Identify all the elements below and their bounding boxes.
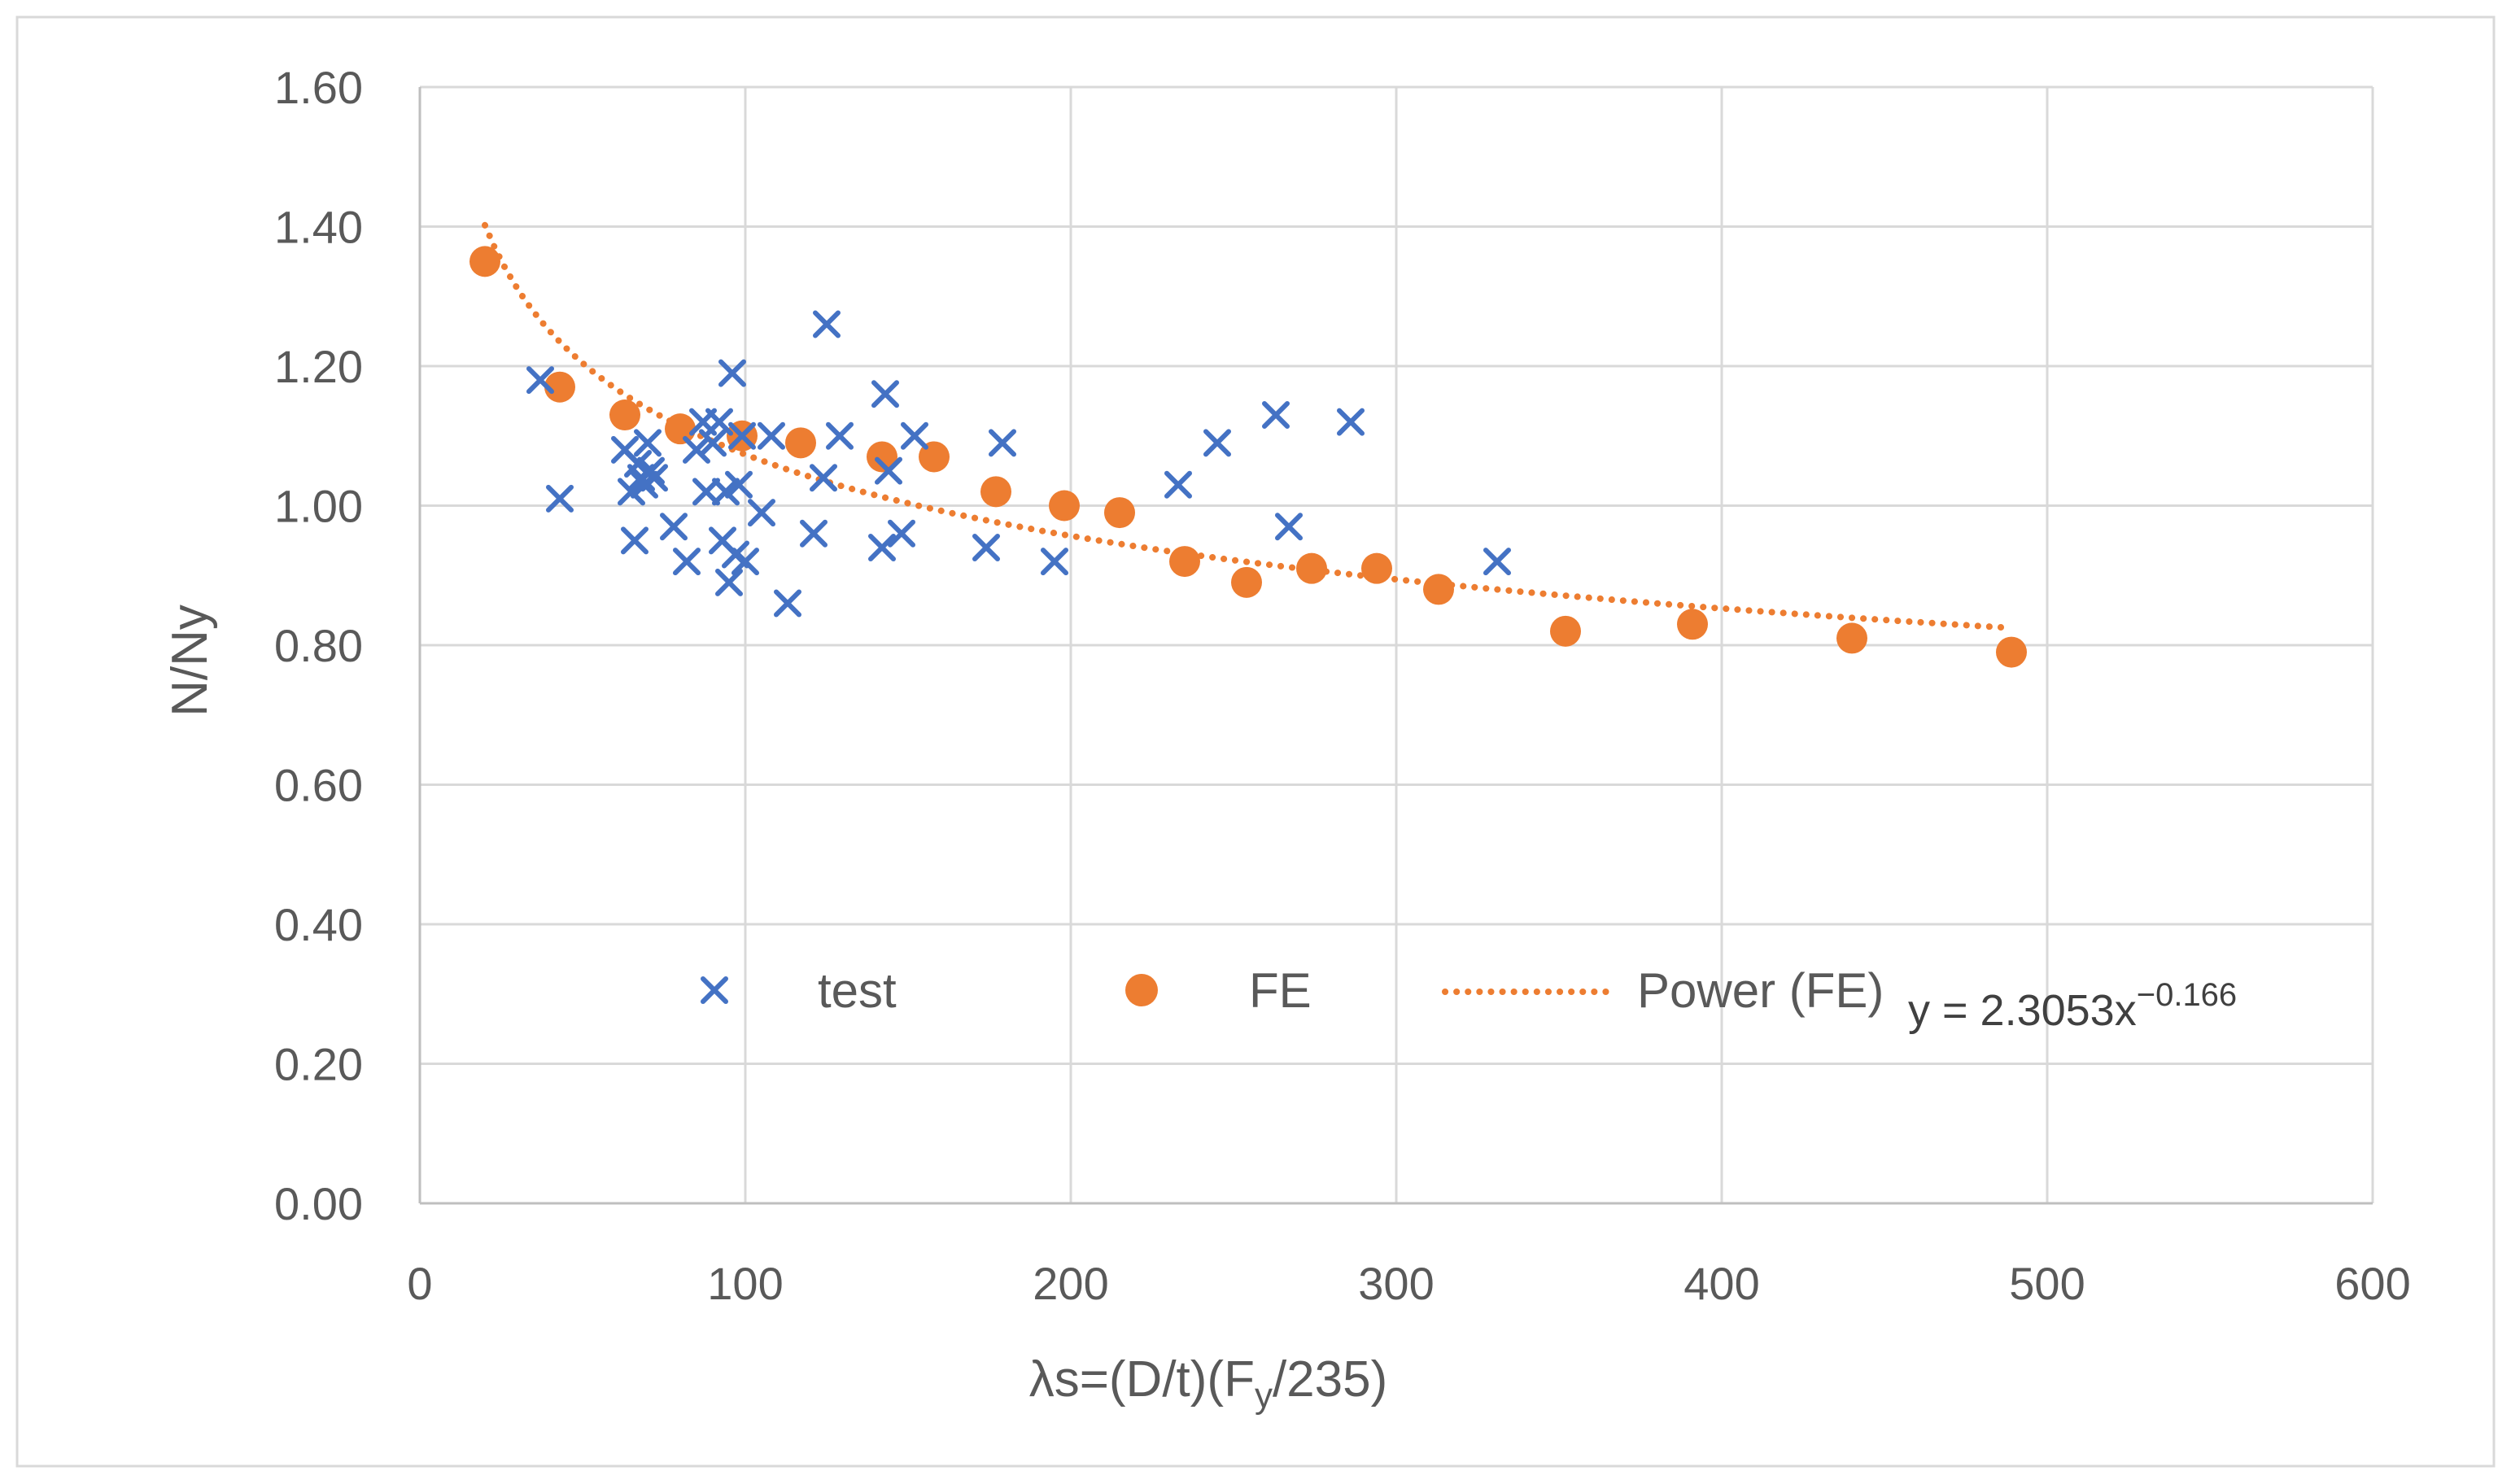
test-point <box>1337 408 1365 436</box>
fe-point <box>1996 636 2027 668</box>
x-tick-label: 500 <box>2009 1258 2085 1309</box>
fe-point <box>1361 552 1392 584</box>
fe-point <box>1550 615 1581 647</box>
test-point <box>712 478 740 506</box>
test-point <box>673 548 701 576</box>
test-point <box>871 380 899 408</box>
test-point <box>546 484 574 513</box>
y-tick-label: 0.00 <box>274 1178 363 1229</box>
gridlines <box>420 85 2374 1203</box>
fe-point <box>544 371 575 403</box>
test-point <box>1262 401 1290 430</box>
y-tick-label: 0.40 <box>274 899 363 950</box>
test-series <box>526 310 1511 618</box>
fe-point <box>1169 546 1200 578</box>
fe-point <box>1423 574 1454 605</box>
test-point <box>526 366 554 395</box>
x-axis-tick-labels: 0 100 200 300 400 500 600 <box>407 1258 2410 1309</box>
test-point <box>715 568 743 596</box>
fe-point <box>1049 490 1080 522</box>
legend-marker-test <box>701 976 728 1004</box>
test-point <box>1275 513 1303 541</box>
test-point <box>774 589 801 618</box>
fe-point <box>469 246 500 277</box>
power-fe-trendline-path <box>482 221 2015 631</box>
x-axis-title-main: λs=(D/t)(F <box>1029 1351 1255 1408</box>
fe-point <box>1296 552 1327 584</box>
fe-point <box>1836 622 1867 654</box>
test-point <box>699 429 727 457</box>
legend-label-test: test <box>818 963 897 1018</box>
test-point <box>634 429 662 457</box>
fe-point <box>665 413 696 445</box>
x-axis-title: λs=(D/t)(Fy/235) <box>1029 1351 1388 1416</box>
x-axis-title-tail: /235) <box>1273 1351 1387 1408</box>
y-axis-tick-labels: 0.00 0.20 0.40 0.60 0.80 1.00 1.20 1.40 1.60 <box>274 62 363 1229</box>
y-tick-label: 1.60 <box>274 62 363 113</box>
test-point <box>637 456 665 485</box>
legend-label-power-fe: Power (FE) <box>1637 963 1884 1018</box>
x-axis-title-subscript: y <box>1255 1376 1273 1416</box>
test-point <box>718 359 746 387</box>
x-tick-label: 400 <box>1683 1258 1759 1309</box>
test-point <box>800 519 828 548</box>
test-point <box>728 421 756 450</box>
fe-point <box>1677 609 1708 640</box>
fe-point <box>609 399 640 431</box>
test-point <box>1164 470 1192 499</box>
y-axis-title: N/Ny <box>162 605 218 717</box>
test-point <box>640 464 668 492</box>
fe-point <box>1104 497 1135 529</box>
y-tick-label: 0.80 <box>274 620 363 671</box>
trendline-equation-exponent: −0.166 <box>2137 977 2237 1013</box>
legend-label-fe: FE <box>1249 963 1312 1018</box>
x-tick-label: 200 <box>1033 1258 1108 1309</box>
test-point <box>875 456 902 485</box>
x-tick-label: 600 <box>2334 1258 2410 1309</box>
y-tick-label: 1.00 <box>274 481 363 532</box>
test-point <box>1203 429 1231 457</box>
test-point <box>1483 548 1511 576</box>
trendline-equation: y = 2.3053x−0.166 <box>1908 977 2237 1035</box>
test-point <box>989 429 1016 457</box>
test-point <box>731 548 759 576</box>
fe-point <box>867 441 897 473</box>
test-point <box>972 533 1000 561</box>
test-point <box>813 310 841 338</box>
chart-area-border <box>15 15 2496 1468</box>
test-point <box>705 408 733 436</box>
test-point <box>621 526 648 555</box>
axes <box>418 87 2373 1205</box>
test-point <box>901 421 928 450</box>
trendline-equation-main: y = 2.3053x <box>1908 986 2137 1035</box>
test-point <box>692 478 720 506</box>
x-tick-label: 0 <box>407 1258 432 1309</box>
y-tick-label: 1.40 <box>274 202 363 253</box>
test-point <box>748 499 775 527</box>
test-point <box>683 435 710 464</box>
test-point <box>660 513 688 541</box>
legend-marker-fe <box>1125 974 1158 1006</box>
test-point <box>725 470 753 499</box>
power-trendline <box>482 221 2015 631</box>
x-tick-label: 300 <box>1358 1258 1434 1309</box>
x-tick-label: 100 <box>707 1258 783 1309</box>
y-tick-label: 1.20 <box>274 341 363 392</box>
test-point <box>868 533 896 561</box>
test-point <box>810 464 837 492</box>
test-point <box>1041 548 1068 576</box>
test-point <box>826 421 854 450</box>
legend: test FE Power (FE) <box>701 963 1884 1018</box>
test-point <box>888 519 915 548</box>
fe-point <box>980 476 1011 508</box>
y-tick-label: 0.20 <box>274 1039 363 1090</box>
test-point <box>758 421 785 450</box>
fe-point <box>785 427 816 459</box>
y-tick-label: 0.60 <box>274 760 363 811</box>
fe-point <box>1231 566 1262 598</box>
